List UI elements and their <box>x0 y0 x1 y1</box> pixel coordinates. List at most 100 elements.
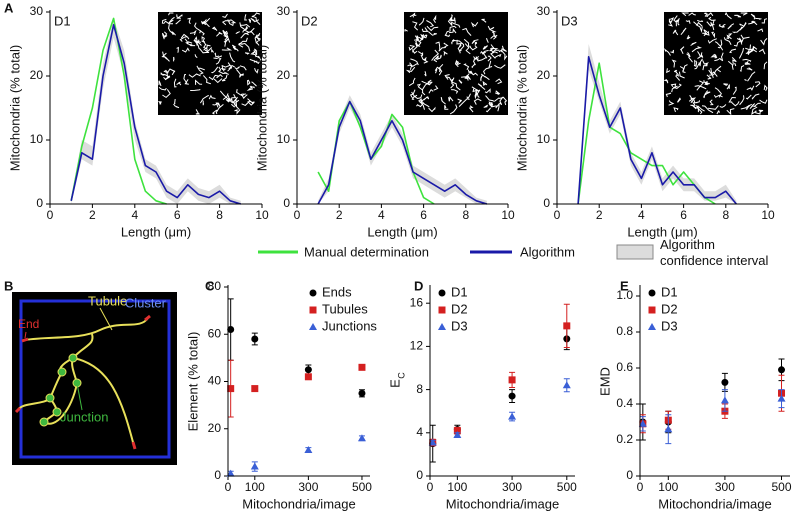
marker <box>508 376 516 384</box>
legend-marker <box>648 323 656 330</box>
legend-swatch <box>616 244 654 260</box>
y-tick-label: 60 <box>208 326 222 340</box>
marker <box>428 438 437 446</box>
x-tick-label: 8 <box>216 208 223 222</box>
y-axis-label: Mitochondria (% total) <box>254 45 269 171</box>
x-tick-label: 0 <box>554 208 561 222</box>
y-tick-label: 12 <box>410 339 424 353</box>
x-tick-label: 10 <box>761 208 775 222</box>
y-axis-label: E <box>387 379 402 388</box>
x-tick-label: 10 <box>501 208 515 222</box>
x-tick-label: 100 <box>447 480 467 494</box>
x-tick-label: 10 <box>255 208 269 222</box>
legend-marker <box>309 306 317 314</box>
y-tick-label: 4 <box>416 425 423 439</box>
x-tick-label: 8 <box>722 208 729 222</box>
series-line <box>577 62 716 205</box>
junction <box>68 353 78 363</box>
legend-label: D1 <box>661 284 678 299</box>
y-tick-label: 0 <box>214 468 221 482</box>
marker <box>777 394 786 402</box>
x-tick-label: 0 <box>637 480 644 494</box>
series-line <box>70 24 242 205</box>
x-tick-label: 500 <box>771 480 791 494</box>
junction <box>57 367 67 377</box>
x-tick-label: 2 <box>596 208 603 222</box>
inset-image <box>404 12 508 115</box>
legend-label: Algorithm confidence interval <box>660 237 769 268</box>
diagram-label: Tubule <box>88 293 127 308</box>
marker <box>304 373 312 381</box>
y-tick-label: 0 <box>283 196 290 210</box>
inset-filaments <box>404 12 508 115</box>
marker <box>304 366 312 374</box>
y-tick-label: 20 <box>208 421 222 435</box>
y-tick-label: 10 <box>30 132 44 146</box>
chart-title: D2 <box>301 13 318 28</box>
marker <box>721 378 729 386</box>
legend-label: Ends <box>322 284 352 299</box>
confidence-band <box>71 18 241 205</box>
y-tick-label: 40 <box>208 374 222 388</box>
x-tick-label: 0 <box>427 480 434 494</box>
inset-filaments <box>663 11 768 116</box>
y-tick-label: 0 <box>626 468 633 482</box>
panel-label: D <box>414 278 423 293</box>
legend-label: D2 <box>661 301 678 316</box>
legend-label: D2 <box>451 301 468 316</box>
marker <box>720 396 729 404</box>
y-tick-label: 20 <box>537 68 551 82</box>
y-tick-label: 30 <box>277 4 291 18</box>
marker <box>453 430 462 438</box>
chart-title: D3 <box>561 13 578 28</box>
end <box>144 314 151 322</box>
junction <box>45 393 55 403</box>
x-axis-label: Length (μm) <box>121 224 191 239</box>
y-tick-label: 16 <box>410 295 424 309</box>
inset-filaments <box>157 12 262 115</box>
panel-label: B <box>4 278 13 293</box>
series-line <box>70 17 167 205</box>
label-pointer <box>99 307 113 331</box>
marker <box>563 322 571 330</box>
x-tick-label: 0 <box>47 208 54 222</box>
legend-label: D3 <box>661 318 678 333</box>
y-tick-label: 0.2 <box>616 432 633 446</box>
y-tick-label: 1.0 <box>616 288 633 302</box>
legend-marker <box>309 289 317 297</box>
x-tick-label: 300 <box>502 480 522 494</box>
marker <box>508 392 516 400</box>
legend-marker <box>648 289 656 297</box>
x-tick-label: 0 <box>294 208 301 222</box>
diagram-label: Junction <box>60 409 108 424</box>
marker <box>226 469 235 477</box>
legend-marker <box>648 306 656 314</box>
x-tick-label: 300 <box>298 480 318 494</box>
diagram-background <box>12 292 177 465</box>
y-tick-label: 20 <box>30 68 44 82</box>
inset-image <box>157 12 262 115</box>
x-tick-label: 2 <box>336 208 343 222</box>
legend-marker <box>309 323 317 330</box>
series-line <box>577 56 737 205</box>
legend-label: Manual determination <box>304 244 429 259</box>
x-tick-label: 4 <box>378 208 385 222</box>
marker <box>453 427 461 435</box>
x-tick-label: 8 <box>462 208 469 222</box>
x-tick-label: 100 <box>658 480 678 494</box>
marker <box>304 446 313 454</box>
marker <box>358 389 366 397</box>
y-tick-label: 0 <box>543 196 550 210</box>
y-tick-label: 0.6 <box>616 360 633 374</box>
y-tick-label: 8 <box>416 382 423 396</box>
x-tick-label: 100 <box>245 480 265 494</box>
x-axis-label: Mitochondria/image <box>242 496 355 511</box>
marker <box>251 385 259 393</box>
x-axis-label: Length (μm) <box>367 224 437 239</box>
x-tick-label: 500 <box>352 480 372 494</box>
marker <box>357 434 366 442</box>
marker <box>358 363 366 371</box>
x-tick-label: 4 <box>638 208 645 222</box>
y-tick-label: 10 <box>537 132 551 146</box>
